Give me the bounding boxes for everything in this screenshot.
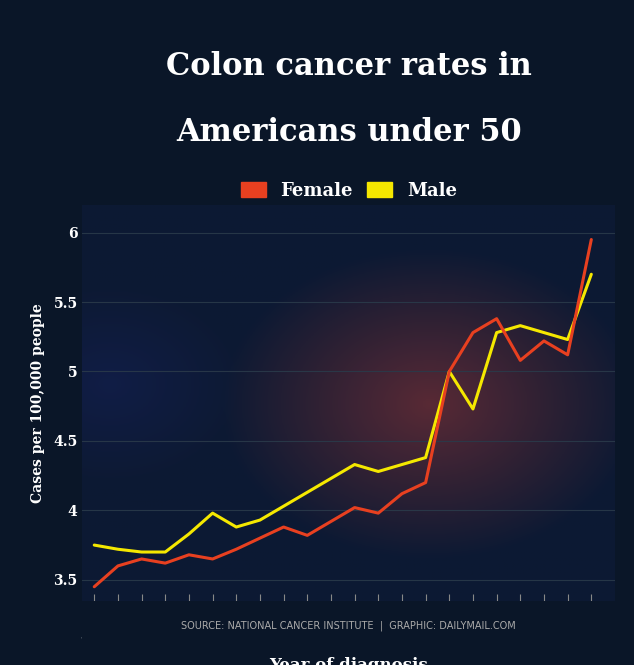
Text: Americans under 50: Americans under 50 <box>176 116 522 148</box>
X-axis label: Year of diagnosis: Year of diagnosis <box>269 656 428 665</box>
Legend: Female, Male: Female, Male <box>235 176 462 205</box>
Y-axis label: Cases per 100,000 people: Cases per 100,000 people <box>31 303 45 503</box>
Text: Colon cancer rates in: Colon cancer rates in <box>165 51 532 82</box>
Text: SOURCE: NATIONAL CANCER INSTITUTE  |  GRAPHIC: DAILYMAIL.COM: SOURCE: NATIONAL CANCER INSTITUTE | GRAP… <box>181 621 516 631</box>
